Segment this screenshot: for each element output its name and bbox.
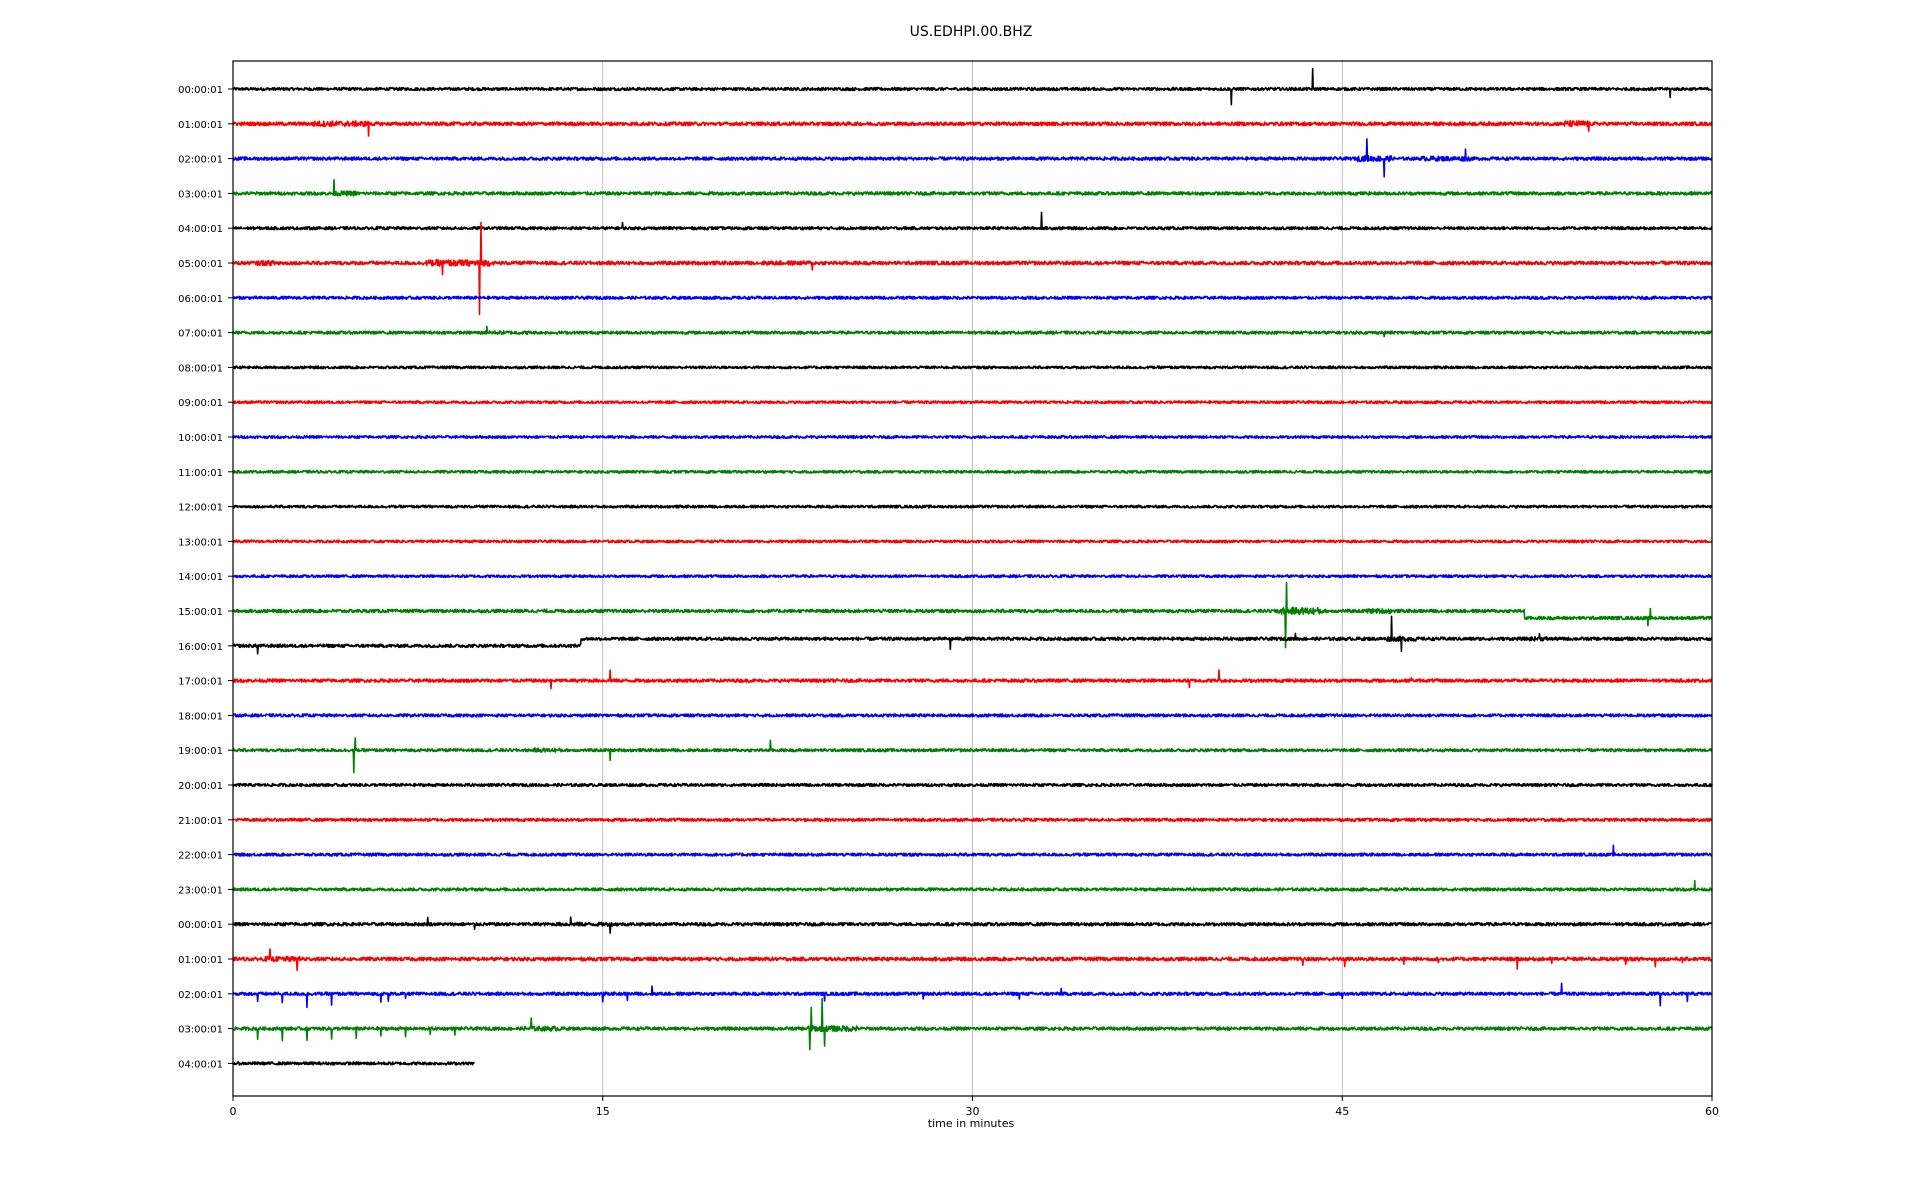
- row-time-label: 10:00:01: [178, 433, 223, 444]
- row-time-label: 00:00:01: [178, 920, 223, 931]
- row-time-label: 18:00:01: [178, 711, 223, 722]
- row-time-label: 17:00:01: [178, 677, 223, 688]
- seismogram-trace: [232, 1061, 475, 1066]
- seismogram-trace: [232, 737, 1713, 774]
- x-tick-label: 60: [1705, 1105, 1719, 1118]
- seismogram-trace: [232, 844, 1713, 857]
- row-time-label: 01:00:01: [178, 120, 223, 131]
- row-time-label: 03:00:01: [178, 1025, 223, 1036]
- seismogram-trace: [232, 504, 1713, 509]
- seismogram-trace: [232, 469, 1713, 474]
- y-tick-labels: 00:00:01 01:00:01 02:00:01 03:00:01 04:00:01…: [178, 85, 233, 1070]
- row-time-label: 12:00:01: [178, 503, 223, 514]
- seismogram-trace: [232, 434, 1713, 440]
- row-time-label: 13:00:01: [178, 537, 223, 548]
- seismogram-trace: [232, 669, 1713, 690]
- row-time-label: 00:00:01: [178, 85, 223, 96]
- x-tick-labels: 0 15 30 45 60: [230, 1096, 1719, 1118]
- row-time-label: 19:00:01: [178, 746, 223, 757]
- seismogram-trace: [232, 325, 1713, 338]
- seismogram-trace: [232, 539, 1713, 544]
- row-time-label: 03:00:01: [178, 189, 223, 200]
- seismogram-trace: [232, 178, 1713, 197]
- seismogram-trace: [232, 817, 1713, 823]
- row-time-label: 23:00:01: [178, 885, 223, 896]
- row-time-label: 14:00:01: [178, 572, 223, 583]
- seismogram-trace: [232, 782, 1713, 788]
- row-time-label: 01:00:01: [178, 955, 223, 966]
- trace-layer: [232, 67, 1713, 1066]
- row-time-label: 21:00:01: [178, 816, 223, 827]
- row-time-label: 02:00:01: [178, 990, 223, 1001]
- row-time-label: 20:00:01: [178, 781, 223, 792]
- seismogram-trace: [232, 916, 1713, 934]
- x-axis-label: time in minutes: [928, 1117, 1015, 1130]
- row-time-label: 06:00:01: [178, 294, 223, 305]
- chart-title: US.EDHPI.00.BHZ: [910, 24, 1033, 40]
- grid-layer: [602, 61, 1343, 1096]
- seismogram-trace: [232, 138, 1713, 178]
- seismogram-trace: [232, 879, 1713, 892]
- seismogram-trace: [232, 997, 1713, 1051]
- row-time-label: 02:00:01: [178, 155, 223, 166]
- seismogram-trace: [232, 365, 1713, 370]
- seismogram-trace: [232, 948, 1713, 971]
- seismogram-trace: [232, 221, 1713, 315]
- seismogram-trace: [232, 615, 1713, 655]
- seismogram-trace: [232, 119, 1713, 137]
- seismogram-trace: [232, 713, 1713, 718]
- seismogram-trace: [232, 581, 1713, 649]
- seismogram-trace: [232, 67, 1713, 106]
- x-tick-label: 45: [1335, 1105, 1349, 1118]
- row-time-label: 16:00:01: [178, 642, 223, 653]
- row-time-label: 11:00:01: [178, 468, 223, 479]
- seismogram-trace: [232, 211, 1713, 231]
- row-time-label: 04:00:01: [178, 224, 223, 235]
- row-time-label: 15:00:01: [178, 607, 223, 618]
- row-time-label: 09:00:01: [178, 398, 223, 409]
- seismogram-trace: [232, 400, 1713, 405]
- row-time-label: 07:00:01: [178, 329, 223, 340]
- x-tick-label: 15: [596, 1105, 610, 1118]
- seismogram-trace: [232, 574, 1713, 579]
- row-time-label: 04:00:01: [178, 1059, 223, 1070]
- row-time-label: 05:00:01: [178, 259, 223, 270]
- x-tick-label: 30: [966, 1105, 980, 1118]
- seismogram-trace: [232, 982, 1713, 1009]
- seismogram-trace: [232, 295, 1713, 301]
- row-time-label: 22:00:01: [178, 851, 223, 862]
- row-time-label: 08:00:01: [178, 363, 223, 374]
- x-tick-label: 0: [230, 1105, 237, 1118]
